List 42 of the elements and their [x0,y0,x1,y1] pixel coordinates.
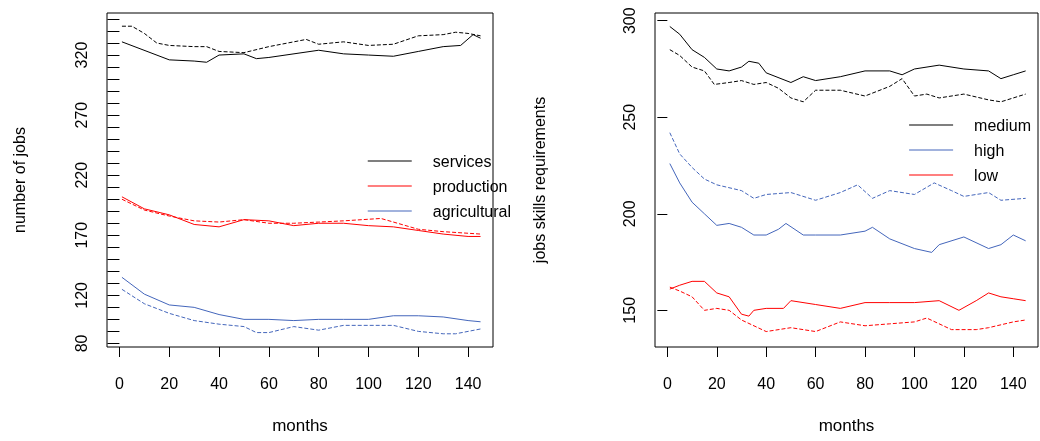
x-tick-label: 120 [404,374,432,392]
line-series [121,288,482,335]
y-tick-label: 170 [72,221,90,249]
line-series [669,49,1027,103]
x-tick-label: 80 [309,374,328,392]
x-tick-label: 20 [160,374,179,392]
x-tick-label: 140 [454,374,482,392]
y-axis-title: number of jobs [10,127,28,233]
x-tick-label: 80 [856,374,875,392]
legend-label: low [974,166,999,184]
x-axis-title: months [818,416,875,435]
y-tick-label: 150 [620,296,638,324]
y-tick-label: 270 [72,101,90,129]
line-series [669,132,1027,201]
y-tick-label: 220 [72,161,90,189]
x-tick-label: 140 [999,374,1027,392]
x-tick-label: 20 [707,374,726,392]
y-tick-label: 200 [620,200,638,228]
legend-label: services [432,152,492,170]
x-tick-label: 100 [901,374,928,392]
x-tick-label: 60 [259,374,278,392]
x-tick-label: 0 [662,374,672,392]
x-tick-label: 40 [757,374,776,392]
line-series [669,26,1027,83]
x-tick-label: 40 [210,374,229,392]
y-tick-label: 120 [72,281,90,309]
x-axis-title: months [272,416,328,435]
line-series [669,163,1027,253]
y-tick-label: 250 [620,103,638,131]
y-tick-label: 320 [72,41,90,69]
y-axis-title: jobs skills requirements [530,96,548,265]
legend-label: high [974,141,1005,159]
x-tick-label: 60 [806,374,825,392]
legend-label: production [432,177,508,195]
x-tick-label: 0 [115,374,124,392]
legend-label: agricultural [432,202,512,220]
legend-label: medium [974,116,1031,134]
x-tick-label: 120 [950,374,978,392]
x-tick-label: 100 [355,374,382,392]
y-tick-label: 300 [620,7,638,35]
line-series [121,276,482,323]
y-tick-label: 80 [72,334,90,353]
